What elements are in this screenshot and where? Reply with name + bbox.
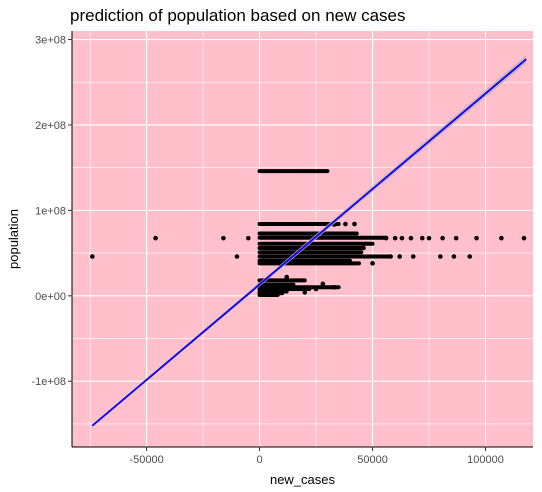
- data-point: [370, 261, 375, 266]
- x-axis-title: new_cases: [270, 472, 336, 487]
- chart-title: prediction of population based on new ca…: [70, 6, 406, 25]
- data-point: [388, 254, 393, 259]
- data-point: [352, 221, 357, 227]
- data-point: [408, 235, 414, 241]
- x-tick-label: 100000: [467, 454, 504, 466]
- data-point: [426, 235, 432, 241]
- data-point: [467, 254, 473, 259]
- data-point: [245, 235, 251, 241]
- data-point: [90, 254, 95, 259]
- data-point: [320, 281, 326, 287]
- data-point: [383, 235, 389, 241]
- y-tick-label: 3e+08: [35, 35, 66, 47]
- data-point: [438, 254, 443, 259]
- data-point: [392, 235, 398, 241]
- data-point: [399, 235, 405, 241]
- x-tick-label: -50000: [129, 454, 163, 466]
- data-point: [453, 235, 459, 241]
- data-point: [440, 235, 445, 241]
- x-axis-ticks: -50000 0 50000 100000: [129, 447, 504, 466]
- x-tick-label: 50000: [357, 454, 388, 466]
- data-points: [90, 221, 527, 295]
- y-tick-label: 0e+00: [35, 291, 66, 303]
- data-point: [361, 245, 366, 251]
- data-point: [451, 254, 457, 259]
- data-point: [234, 254, 240, 259]
- data-point: [153, 235, 158, 241]
- data-point: [221, 235, 226, 241]
- data-bands: [257, 169, 393, 297]
- data-point: [284, 274, 289, 280]
- fit-line: [91, 58, 527, 427]
- y-axis-ticks: -1e+08 0e+00 1e+08 2e+08 3e+08: [31, 35, 72, 388]
- data-point: [261, 254, 267, 259]
- x-tick-label: 0: [257, 454, 263, 466]
- data-point: [419, 235, 425, 241]
- data-point: [331, 284, 337, 290]
- data-point: [302, 290, 308, 295]
- data-point: [343, 221, 348, 227]
- y-tick-label: -1e+08: [31, 376, 66, 388]
- data-point: [313, 286, 319, 292]
- grid-major: [72, 31, 533, 447]
- y-tick-label: 2e+08: [35, 120, 66, 132]
- data-point: [410, 254, 416, 259]
- data-point: [397, 254, 402, 259]
- data-point: [521, 235, 527, 241]
- data-point: [499, 235, 504, 241]
- y-tick-label: 1e+08: [35, 205, 66, 217]
- y-axis-title: population: [6, 209, 21, 269]
- data-point: [474, 235, 479, 241]
